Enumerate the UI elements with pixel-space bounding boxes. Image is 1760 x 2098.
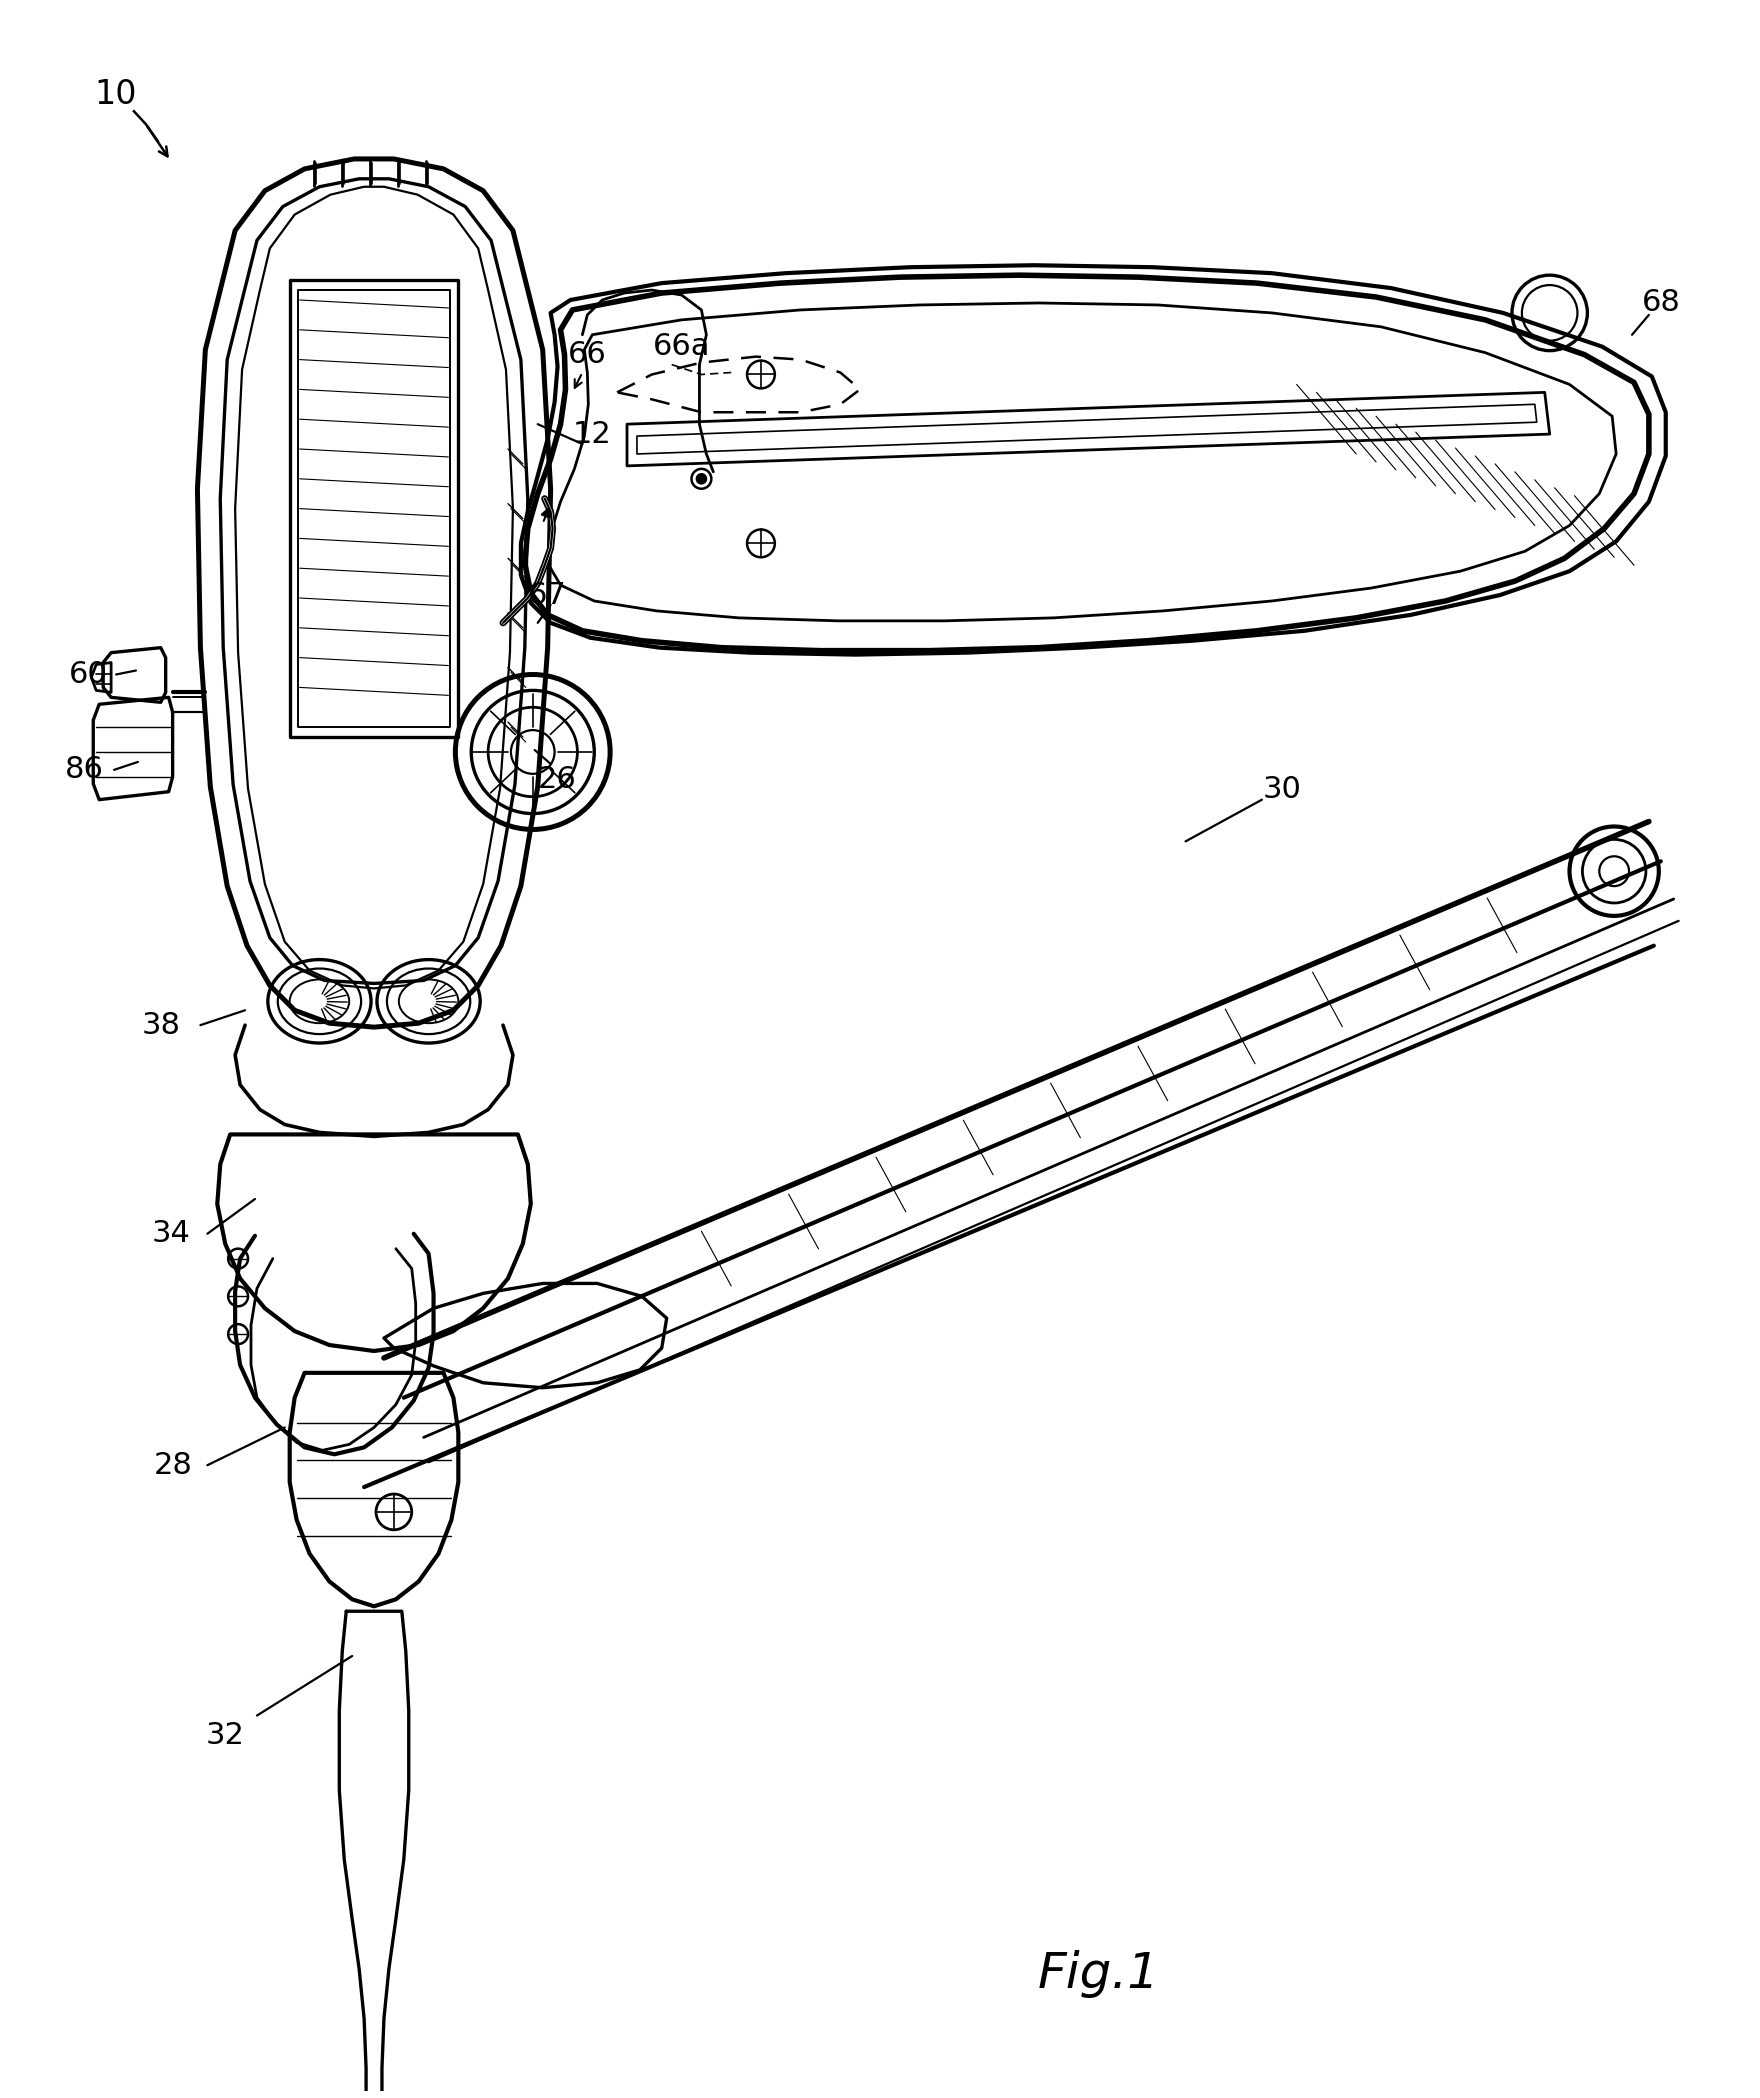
Text: 60: 60 bbox=[69, 661, 107, 688]
Text: 86: 86 bbox=[65, 755, 104, 785]
Circle shape bbox=[697, 474, 706, 485]
Text: 10: 10 bbox=[95, 78, 137, 111]
Text: Fig.1: Fig.1 bbox=[1037, 1949, 1160, 1997]
Text: 30: 30 bbox=[1262, 776, 1301, 804]
Text: 32: 32 bbox=[206, 1720, 245, 1750]
Text: 66: 66 bbox=[568, 340, 607, 369]
Text: 38: 38 bbox=[141, 1011, 180, 1041]
Text: 68: 68 bbox=[1642, 287, 1681, 317]
Text: 66a: 66a bbox=[653, 331, 711, 361]
Text: 34: 34 bbox=[151, 1219, 190, 1248]
Text: 28: 28 bbox=[155, 1450, 194, 1479]
Text: 12: 12 bbox=[574, 420, 612, 449]
Text: 67: 67 bbox=[528, 581, 567, 611]
Text: 26: 26 bbox=[539, 766, 577, 795]
